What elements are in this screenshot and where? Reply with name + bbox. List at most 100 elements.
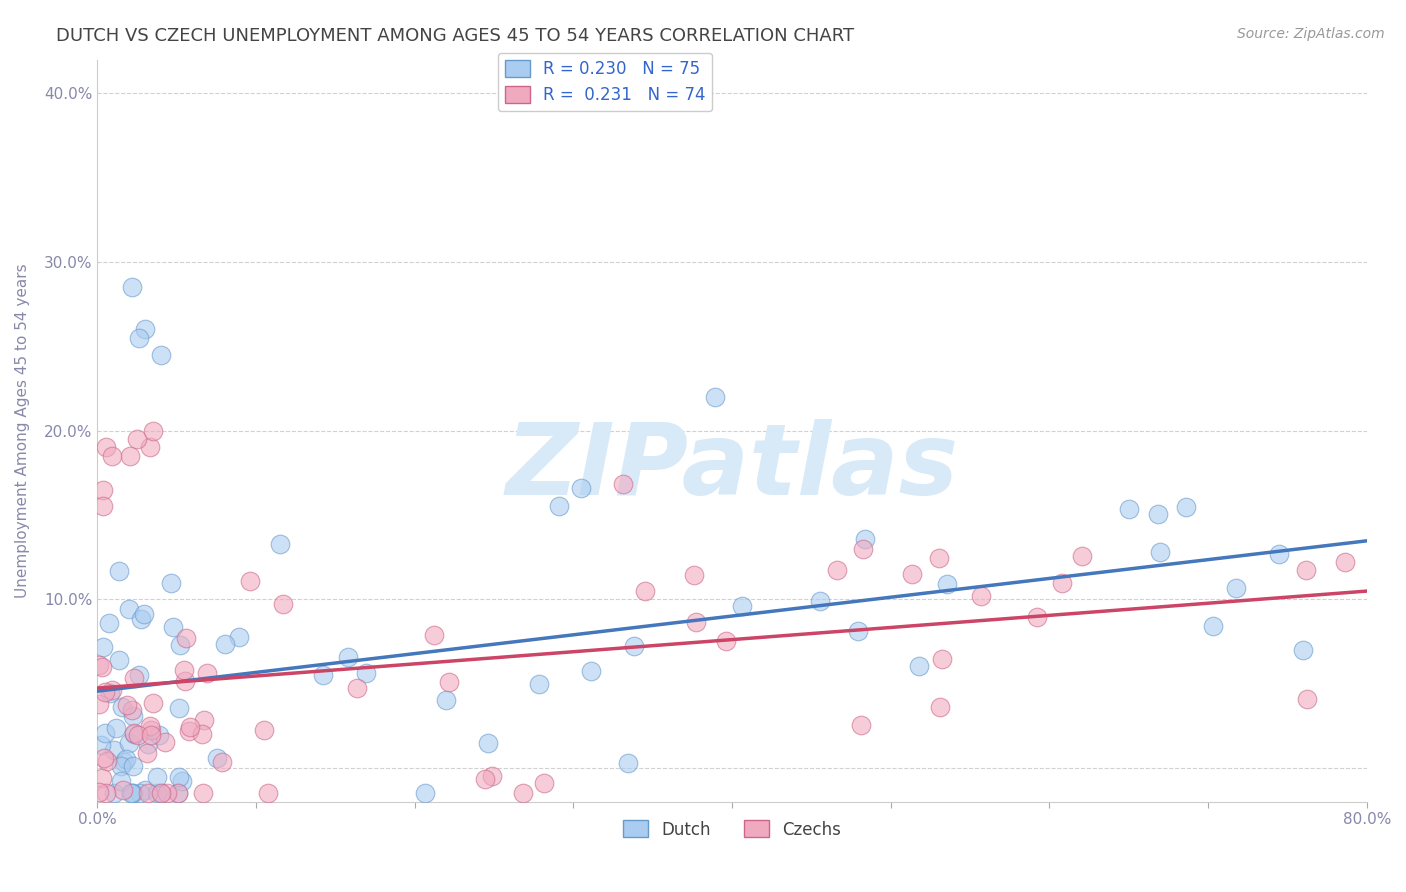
Point [616, 756, 638, 770]
Point [103, 742, 125, 756]
Point [423, 628, 446, 642]
Point [122, 727, 145, 741]
Point [87, 784, 110, 798]
Point [1175, 500, 1198, 514]
Point [312, 668, 335, 682]
Point [808, 594, 831, 608]
Point [112, 755, 135, 769]
Point [1268, 547, 1291, 561]
Point [533, 776, 555, 790]
Point [179, 723, 201, 738]
Point [90, 739, 112, 753]
Point [434, 693, 457, 707]
Point [928, 551, 950, 566]
Point [98, 615, 121, 630]
Point [346, 681, 368, 695]
Point [131, 612, 153, 626]
Point [1149, 544, 1171, 558]
Point [134, 322, 156, 336]
Point [253, 723, 276, 737]
Point [969, 589, 991, 603]
Point [132, 607, 155, 621]
Point [149, 348, 172, 362]
Point [228, 630, 250, 644]
Point [547, 500, 569, 514]
Point [1296, 691, 1319, 706]
Point [121, 703, 143, 717]
Point [110, 759, 132, 773]
Point [121, 759, 143, 773]
Point [901, 566, 924, 581]
Legend: Dutch, Czechs: Dutch, Czechs [616, 814, 848, 846]
Point [731, 599, 754, 614]
Point [141, 728, 163, 742]
Point [1334, 555, 1357, 569]
Point [129, 786, 152, 800]
Point [173, 663, 195, 677]
Point [127, 432, 149, 446]
Point [122, 672, 145, 686]
Point [94, 725, 117, 739]
Point [623, 640, 645, 654]
Point [136, 786, 159, 800]
Point [269, 537, 291, 551]
Point [150, 786, 173, 800]
Text: DUTCH VS CZECH UNEMPLOYMENT AMONG AGES 45 TO 54 YEARS CORRELATION CHART: DUTCH VS CZECH UNEMPLOYMENT AMONG AGES 4… [56, 27, 855, 45]
Point [935, 577, 957, 591]
Point [853, 532, 876, 546]
Point [714, 634, 737, 648]
Point [852, 541, 875, 556]
Point [271, 597, 294, 611]
Point [159, 576, 181, 591]
Point [1295, 563, 1317, 577]
Point [91, 771, 114, 785]
Text: Source: ZipAtlas.com: Source: ZipAtlas.com [1237, 27, 1385, 41]
Point [703, 390, 725, 404]
Y-axis label: Unemployment Among Ages 45 to 54 years: Unemployment Among Ages 45 to 54 years [15, 263, 30, 598]
Point [529, 676, 551, 690]
Point [136, 737, 159, 751]
Point [337, 650, 360, 665]
Point [146, 786, 169, 800]
Point [120, 786, 142, 800]
Point [111, 700, 134, 714]
Point [93, 640, 115, 654]
Point [94, 685, 117, 699]
Point [512, 786, 534, 800]
Point [100, 449, 122, 463]
Point [437, 675, 460, 690]
Point [1025, 610, 1047, 624]
Point [849, 718, 872, 732]
Point [256, 786, 278, 800]
Point [193, 786, 215, 800]
Point [193, 713, 215, 727]
Point [481, 769, 503, 783]
Point [685, 615, 707, 630]
Point [98, 686, 121, 700]
Point [142, 424, 165, 438]
Point [134, 783, 156, 797]
Point [571, 481, 593, 495]
Point [1292, 642, 1315, 657]
Point [169, 638, 191, 652]
Point [153, 735, 176, 749]
Point [1071, 549, 1094, 564]
Point [128, 331, 150, 345]
Point [207, 751, 229, 765]
Point [118, 602, 141, 616]
Point [1202, 618, 1225, 632]
Point [846, 624, 869, 639]
Point [141, 723, 163, 737]
Point [89, 697, 111, 711]
Point [114, 752, 136, 766]
Point [89, 657, 111, 672]
Point [127, 728, 149, 742]
Point [825, 563, 848, 577]
Point [104, 721, 127, 735]
Text: ZIPatlas: ZIPatlas [506, 419, 959, 516]
Point [211, 755, 233, 769]
Point [413, 785, 436, 799]
Point [1118, 502, 1140, 516]
Point [174, 631, 197, 645]
Point [91, 500, 114, 514]
